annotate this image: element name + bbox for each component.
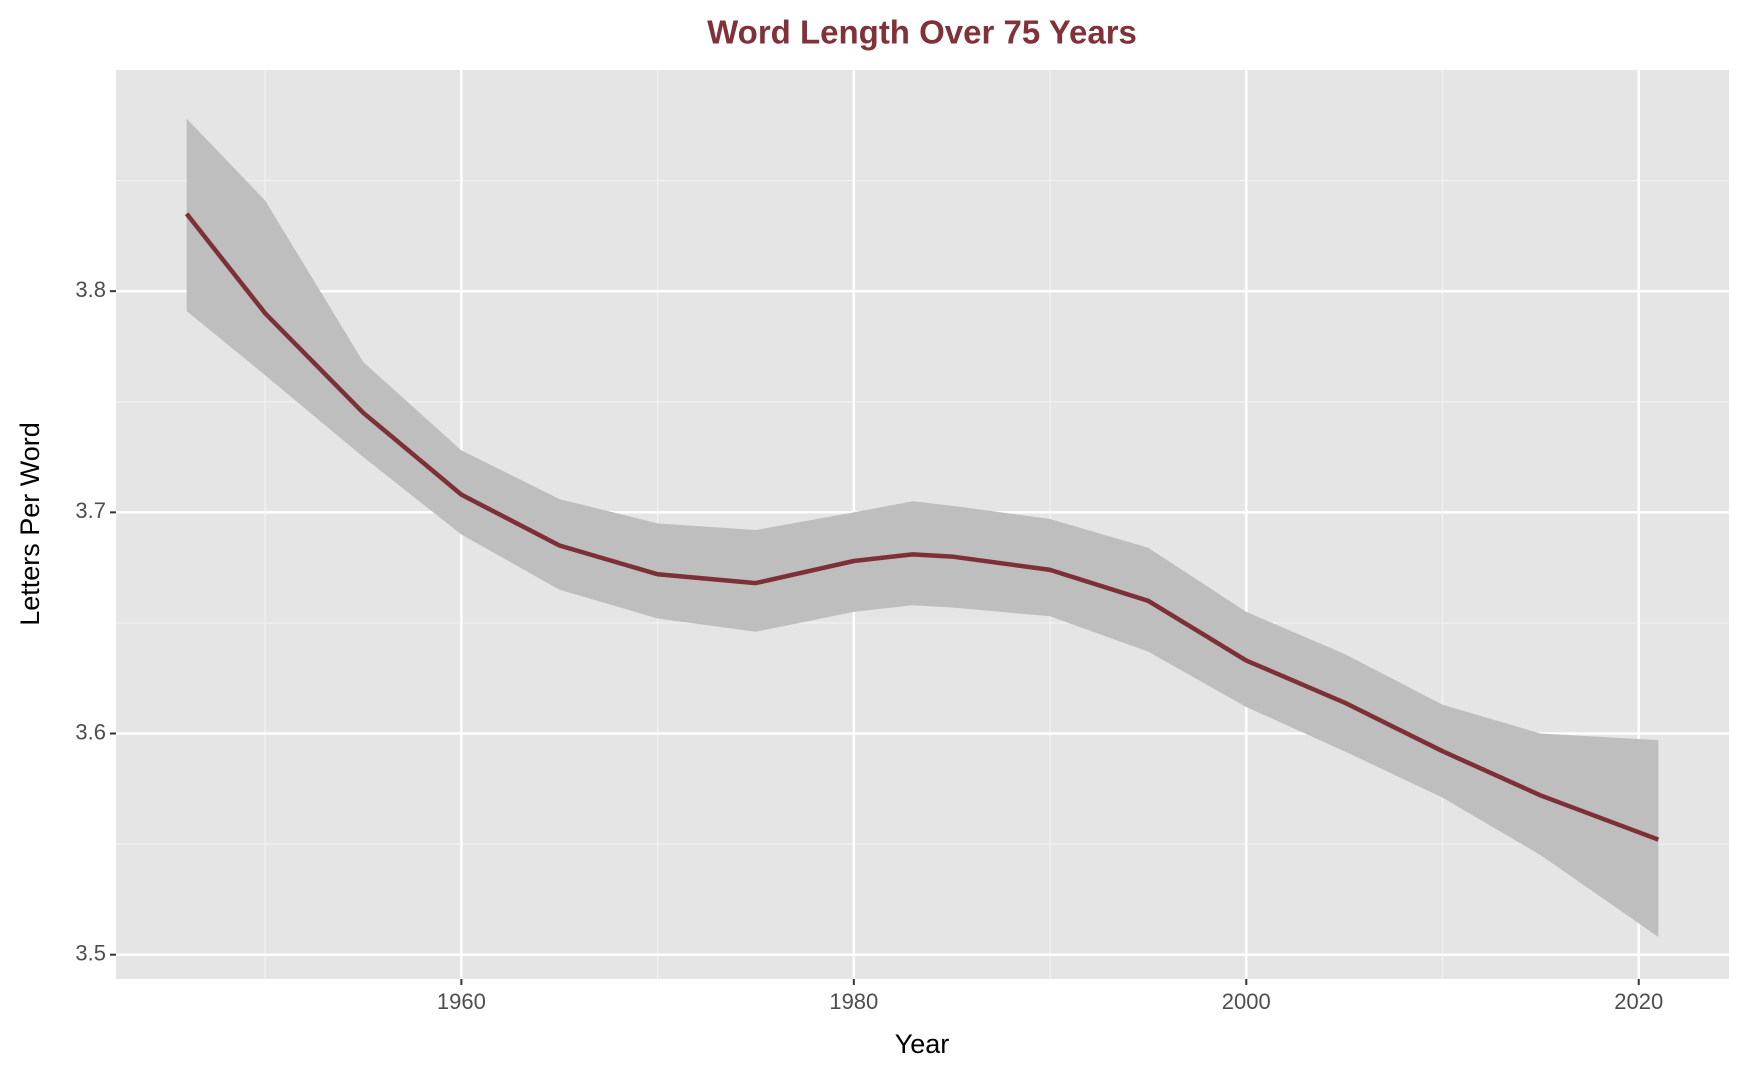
y-tick-label: 3.6: [75, 719, 106, 744]
confidence-band: [186, 118, 1659, 937]
x-axis-title: Year: [895, 1029, 950, 1059]
y-tick-label: 3.5: [75, 940, 106, 965]
x-tick-label: 2020: [1614, 989, 1663, 1014]
x-tick-label: 1980: [829, 989, 878, 1014]
x-tick-label: 2000: [1222, 989, 1271, 1014]
y-tick-label: 3.8: [75, 277, 106, 302]
x-tick-label: 1960: [437, 989, 486, 1014]
y-axis-title: Letters Per Word: [15, 422, 45, 626]
y-tick-label: 3.7: [75, 498, 106, 523]
chart-title: Word Length Over 75 Years: [707, 14, 1137, 51]
trend-line: [184, 212, 1660, 842]
